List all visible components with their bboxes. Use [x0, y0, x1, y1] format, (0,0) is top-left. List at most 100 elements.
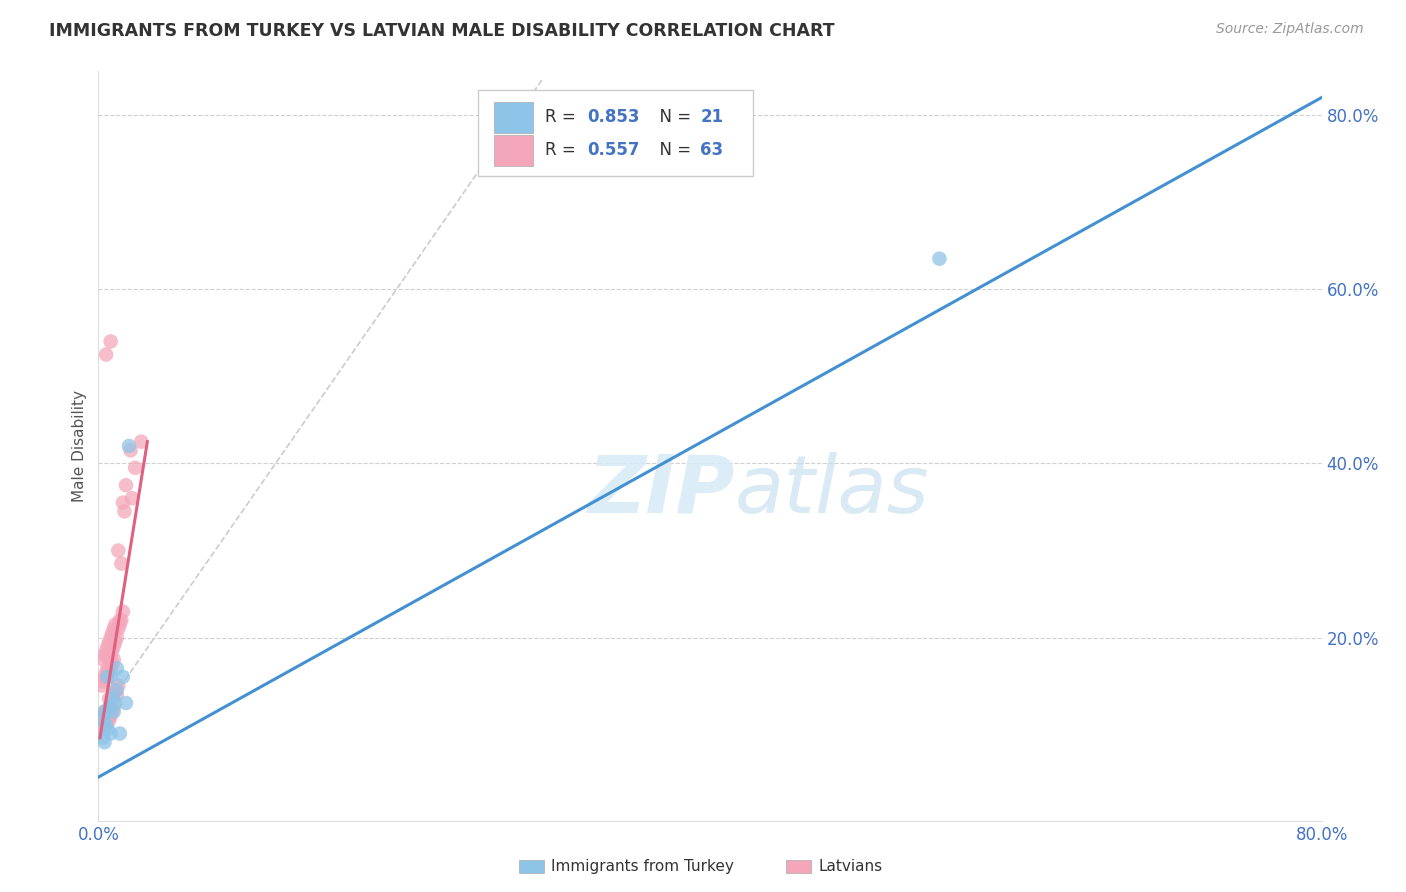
- Point: [97, 661, 120, 675]
- Text: N =: N =: [648, 142, 696, 160]
- Point: [100, 670, 122, 684]
- FancyBboxPatch shape: [478, 90, 752, 177]
- Point: [105, 682, 128, 697]
- Point: [94, 705, 117, 719]
- Point: [93, 670, 115, 684]
- Point: [98, 652, 121, 666]
- Point: [97, 722, 120, 736]
- Point: [93, 735, 115, 749]
- Point: [91, 731, 114, 745]
- Text: 0.557: 0.557: [588, 142, 640, 160]
- Point: [100, 709, 122, 723]
- Point: [108, 617, 131, 632]
- Point: [98, 691, 121, 706]
- Point: [98, 700, 121, 714]
- Point: [100, 648, 122, 662]
- Point: [111, 605, 134, 619]
- Text: Immigrants from Turkey: Immigrants from Turkey: [551, 859, 734, 874]
- Text: R =: R =: [546, 109, 581, 127]
- Y-axis label: Male Disability: Male Disability: [72, 390, 87, 502]
- Point: [101, 691, 124, 706]
- Point: [110, 557, 132, 571]
- Point: [111, 495, 134, 509]
- Point: [94, 644, 117, 658]
- Point: [110, 613, 132, 627]
- Point: [93, 705, 115, 719]
- Point: [101, 691, 124, 706]
- Point: [120, 443, 142, 458]
- Text: Latvians: Latvians: [818, 859, 883, 874]
- Point: [90, 718, 112, 732]
- Point: [91, 714, 114, 728]
- Point: [101, 657, 124, 671]
- Point: [101, 644, 124, 658]
- Point: [90, 709, 112, 723]
- Point: [98, 714, 121, 728]
- Point: [928, 252, 950, 266]
- Point: [97, 670, 120, 684]
- Point: [115, 696, 138, 710]
- Point: [90, 679, 112, 693]
- FancyBboxPatch shape: [494, 135, 533, 166]
- Text: ZIP: ZIP: [588, 452, 734, 530]
- Point: [94, 705, 117, 719]
- Point: [98, 635, 121, 649]
- Point: [94, 718, 117, 732]
- Point: [97, 640, 120, 654]
- Text: 21: 21: [700, 109, 723, 127]
- Point: [107, 622, 129, 636]
- Point: [103, 622, 125, 636]
- Point: [100, 726, 122, 740]
- Text: N =: N =: [648, 109, 696, 127]
- Point: [97, 714, 120, 728]
- Point: [91, 722, 114, 736]
- Text: IMMIGRANTS FROM TURKEY VS LATVIAN MALE DISABILITY CORRELATION CHART: IMMIGRANTS FROM TURKEY VS LATVIAN MALE D…: [49, 22, 835, 40]
- Point: [103, 705, 125, 719]
- Point: [108, 726, 131, 740]
- Point: [94, 347, 117, 361]
- Point: [108, 613, 131, 627]
- Point: [100, 631, 122, 645]
- Point: [105, 687, 128, 701]
- Point: [91, 709, 114, 723]
- Point: [107, 543, 129, 558]
- Point: [105, 631, 128, 645]
- Text: 63: 63: [700, 142, 723, 160]
- Point: [93, 718, 115, 732]
- Text: Source: ZipAtlas.com: Source: ZipAtlas.com: [1216, 22, 1364, 37]
- Point: [111, 670, 134, 684]
- Point: [91, 674, 114, 689]
- Point: [93, 648, 115, 662]
- Point: [104, 635, 127, 649]
- FancyBboxPatch shape: [494, 102, 533, 133]
- Point: [93, 705, 115, 719]
- Point: [129, 434, 152, 449]
- Point: [103, 700, 125, 714]
- Point: [101, 626, 124, 640]
- Point: [118, 439, 141, 453]
- Point: [97, 705, 120, 719]
- Point: [98, 665, 121, 680]
- Text: 0.853: 0.853: [588, 109, 640, 127]
- Point: [105, 661, 128, 675]
- Point: [100, 334, 122, 349]
- Point: [100, 700, 122, 714]
- Point: [103, 640, 125, 654]
- Point: [103, 652, 125, 666]
- Point: [124, 460, 146, 475]
- Point: [112, 504, 135, 518]
- Text: atlas: atlas: [734, 452, 929, 530]
- Point: [94, 718, 117, 732]
- Point: [121, 491, 143, 506]
- Point: [104, 682, 127, 697]
- Point: [115, 478, 138, 492]
- Point: [100, 661, 122, 675]
- Text: R =: R =: [546, 142, 581, 160]
- Point: [91, 652, 114, 666]
- Point: [94, 665, 117, 680]
- Point: [89, 722, 111, 736]
- Point: [97, 670, 120, 684]
- Point: [104, 617, 127, 632]
- Point: [107, 679, 129, 693]
- Point: [101, 705, 124, 719]
